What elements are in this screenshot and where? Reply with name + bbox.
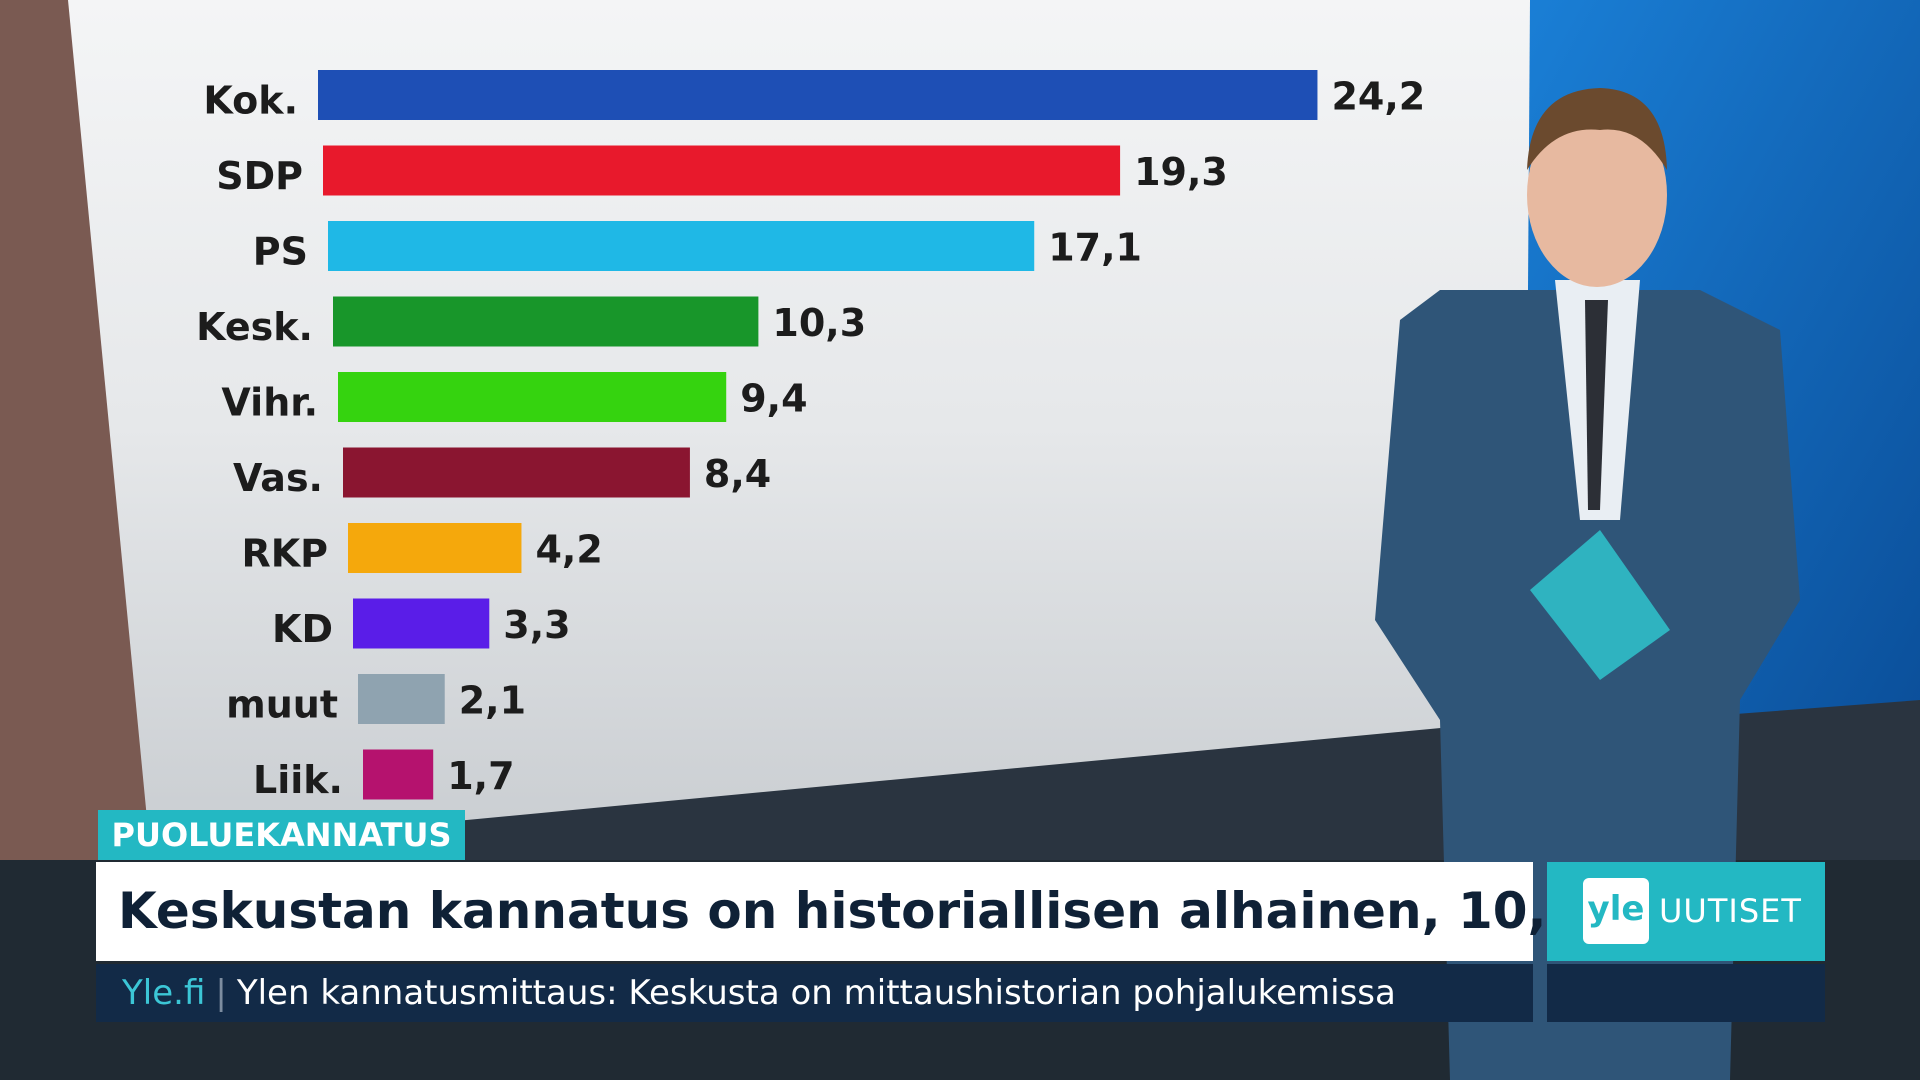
- value-label: 8,4: [704, 452, 771, 496]
- bar: [358, 674, 445, 724]
- value-label: 4,2: [535, 528, 602, 572]
- bar: [348, 523, 522, 573]
- bar: [353, 598, 490, 649]
- category-label: PS: [253, 230, 308, 274]
- ticker: Yle.fi | Ylen kannatusmittaus: Keskusta on…: [96, 964, 1533, 1022]
- bar: [363, 749, 434, 800]
- bar: [323, 145, 1121, 196]
- value-label: 1,7: [447, 754, 514, 798]
- logo-program: UUTISET: [1659, 892, 1802, 930]
- category-label: SDP: [216, 154, 303, 198]
- ticker-separator: |: [215, 973, 227, 1013]
- ticker-source: Yle.fi: [122, 973, 206, 1013]
- section-tag: PUOLUEKANNATUS: [98, 810, 465, 860]
- value-label: 3,3: [503, 603, 570, 647]
- value-label: 9,4: [740, 377, 807, 421]
- category-label: Vihr.: [221, 381, 318, 425]
- bar: [318, 70, 1318, 120]
- category-label: Kok.: [203, 79, 298, 123]
- bar: [333, 296, 759, 347]
- bar: [338, 372, 727, 422]
- channel-logo: yle UUTISET: [1547, 862, 1825, 961]
- category-label: Vas.: [233, 456, 323, 500]
- value-label: 24,2: [1331, 75, 1425, 119]
- value-label: 2,1: [459, 679, 526, 723]
- category-label: Liik.: [253, 758, 343, 802]
- category-label: Kesk.: [196, 305, 313, 349]
- value-label: 17,1: [1048, 226, 1142, 270]
- bar: [343, 447, 690, 498]
- ticker-text: Ylen kannatusmittaus: Keskusta on mittau…: [236, 973, 1396, 1013]
- category-label: RKP: [241, 532, 328, 576]
- bar: [328, 221, 1035, 271]
- category-label: muut: [226, 683, 338, 727]
- value-label: 19,3: [1134, 150, 1228, 194]
- value-label: 10,3: [772, 301, 866, 345]
- logo-strip: [1547, 964, 1825, 1022]
- category-label: KD: [272, 607, 333, 651]
- headline: Keskustan kannatus on historiallisen alh…: [96, 862, 1631, 961]
- logo-brand: yle: [1583, 878, 1649, 944]
